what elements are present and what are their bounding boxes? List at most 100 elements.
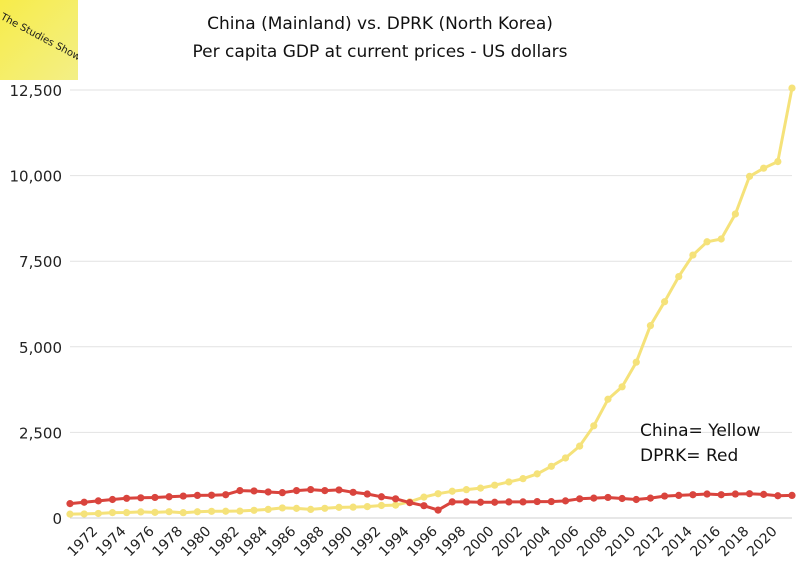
dprk-point — [392, 495, 400, 503]
china-point — [646, 322, 655, 330]
china-point — [632, 358, 640, 366]
x-tick-label: 2000 — [461, 524, 498, 561]
china-point — [434, 490, 442, 498]
y-tick-label: 2,500 — [19, 424, 62, 442]
china-point — [476, 484, 485, 492]
x-tick-label: 1974 — [93, 523, 130, 560]
china-point — [660, 298, 669, 306]
dprk-point — [236, 487, 244, 495]
x-tick-label: 1992 — [348, 524, 385, 561]
china-point — [151, 508, 159, 516]
x-tick-label: 1986 — [263, 523, 300, 560]
china-point — [604, 395, 612, 403]
dprk-point — [618, 494, 626, 503]
china-point — [193, 508, 202, 516]
chart-subtitle: Per capita GDP at current prices - US do… — [192, 42, 568, 62]
chart-title: China (Mainland) vs. DPRK (North Korea) — [207, 14, 553, 34]
dprk-point — [675, 491, 683, 500]
x-tick-label: 2002 — [489, 524, 526, 561]
china-point — [292, 504, 301, 512]
dprk-point — [207, 491, 216, 499]
dprk-point — [660, 492, 669, 500]
china-point — [278, 504, 286, 512]
y-tick-label: 12,500 — [10, 82, 63, 100]
china-series-line — [69, 87, 794, 516]
dprk-point — [335, 486, 343, 494]
china-point — [236, 507, 244, 515]
y-tick-label: 0 — [52, 510, 62, 528]
china-point — [462, 486, 470, 494]
china-point — [788, 84, 796, 92]
china-point — [66, 510, 74, 518]
china-point — [165, 508, 173, 516]
studies-show-badge: The Studies Show — [0, 0, 78, 80]
dprk-point — [363, 490, 371, 498]
dprk-point — [264, 488, 272, 496]
badge-background — [0, 0, 78, 80]
dprk-point — [349, 488, 357, 496]
dprk-point — [250, 487, 258, 495]
china-point — [745, 172, 754, 180]
dprk-point — [434, 506, 442, 514]
china-point — [392, 501, 400, 509]
x-tick-label: 2010 — [603, 524, 640, 561]
dprk-point — [420, 502, 428, 510]
x-tick-label: 1990 — [319, 524, 356, 561]
china-point — [80, 510, 88, 518]
dprk-point — [292, 487, 301, 495]
dprk-point — [505, 498, 513, 506]
dprk-series-line — [69, 488, 793, 512]
y-tick-label: 5,000 — [19, 339, 62, 357]
china-point — [222, 507, 230, 515]
x-tick-label: 1988 — [291, 524, 328, 561]
china-point — [321, 504, 329, 512]
dprk-point — [80, 498, 88, 506]
dprk-point — [448, 498, 456, 506]
china-point — [137, 508, 145, 516]
x-tick-label: 1996 — [404, 523, 441, 560]
dprk-point — [646, 494, 655, 502]
dprk-point — [731, 490, 739, 498]
y-tick-label: 7,500 — [19, 253, 62, 271]
dprk-point — [94, 497, 102, 505]
dprk-point — [165, 493, 173, 501]
china-point — [349, 503, 357, 511]
dprk-point — [137, 494, 145, 502]
china-point — [307, 505, 315, 514]
x-tick-label: 1978 — [150, 524, 187, 561]
dprk-point — [377, 493, 386, 501]
dprk-point — [108, 495, 117, 504]
dprk-point — [632, 495, 640, 504]
x-tick-label: 1980 — [178, 524, 215, 561]
china-point — [561, 454, 570, 462]
china-point — [590, 422, 598, 430]
china-point — [576, 442, 584, 450]
dprk-point — [151, 493, 159, 502]
china-point — [448, 487, 456, 495]
x-tick-label: 2018 — [716, 524, 753, 561]
china-point — [250, 506, 258, 514]
x-tick-label: 1984 — [235, 523, 272, 560]
dprk-point — [66, 500, 74, 508]
china-point — [675, 272, 683, 281]
x-tick-label: 1998 — [433, 524, 470, 561]
china-point — [335, 503, 343, 511]
dprk-point — [760, 490, 768, 498]
x-tick-label: 2014 — [659, 523, 696, 560]
china-point — [533, 470, 541, 478]
dprk-point — [717, 491, 725, 499]
china-point — [123, 508, 131, 517]
dprk-point — [604, 493, 612, 502]
dprk-point — [278, 489, 286, 497]
dprk-point — [561, 497, 570, 505]
china-point — [731, 210, 739, 218]
china-point — [363, 502, 371, 511]
dprk-point — [774, 492, 782, 500]
china-point — [703, 238, 711, 246]
dprk-point — [689, 491, 697, 499]
x-tick-label: 2012 — [631, 524, 668, 561]
china-point — [94, 509, 102, 518]
china-point — [519, 475, 527, 483]
dprk-point — [703, 490, 711, 498]
china-point — [689, 251, 697, 259]
